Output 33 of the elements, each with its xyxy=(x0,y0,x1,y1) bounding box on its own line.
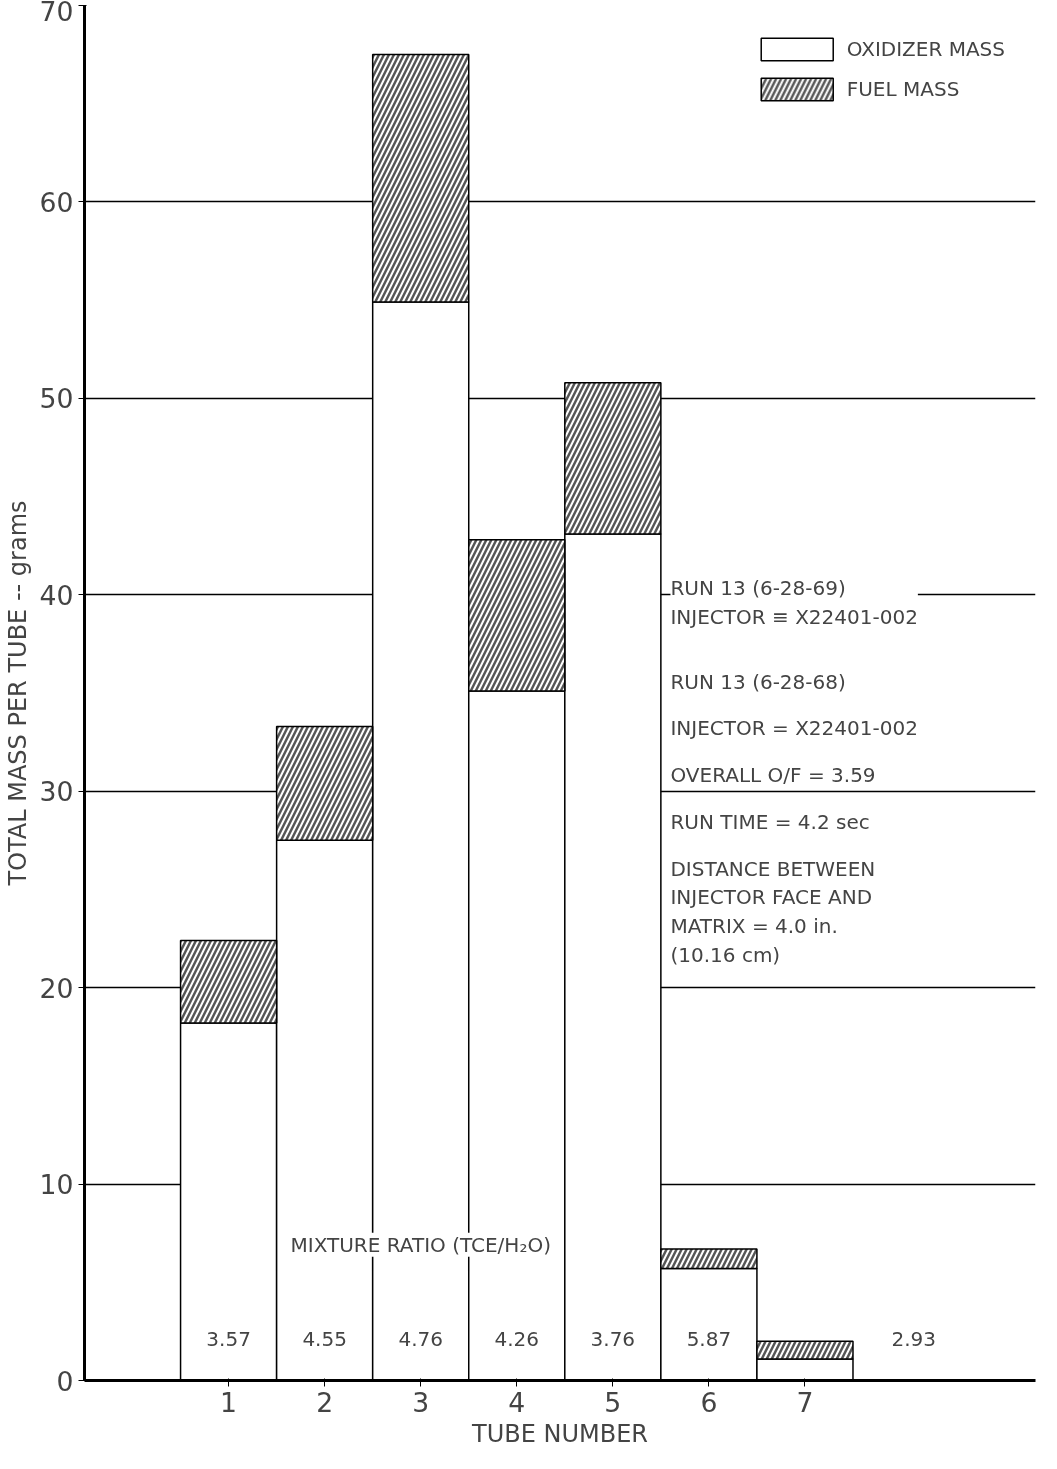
annotation: OVERALL O/F = 3.59 xyxy=(670,763,876,788)
annotation: 3.57 xyxy=(206,1327,251,1352)
annotation: 4.26 xyxy=(494,1327,540,1352)
annotation: DISTANCE BETWEEN INJECTOR FACE AND MATRIX = 4.0 in. (10.16 cm) xyxy=(670,856,876,968)
x-tick-label: 2 xyxy=(316,1386,334,1418)
y-tick-label: 50 xyxy=(39,383,74,415)
x-tick-label: 1 xyxy=(220,1386,238,1418)
annotation: 4.55 xyxy=(302,1327,347,1352)
y-tick-label: 20 xyxy=(39,972,74,1004)
y-tick-label: 0 xyxy=(56,1365,74,1397)
annotation: RUN TIME = 4.2 sec xyxy=(670,809,870,834)
y-tick-label: 30 xyxy=(39,776,74,808)
annotation: RUN 13 (6-28-68) xyxy=(670,669,846,694)
annotation: RUN 13 (6-28-69) INJECTOR ≡ X22401-002 xyxy=(670,576,918,629)
legend-label: FUEL MASS xyxy=(846,77,960,101)
annotation: 4.76 xyxy=(398,1327,443,1352)
annotation: MIXTURE RATIO (TCE/H₂O) xyxy=(290,1232,551,1257)
y-axis-title: TOTAL MASS PER TUBE -- grams xyxy=(3,500,32,887)
x-tick-label: 6 xyxy=(700,1386,718,1418)
y-tick-label: 60 xyxy=(39,186,74,218)
x-tick-label: 5 xyxy=(604,1386,622,1418)
x-tick-label: 7 xyxy=(796,1386,814,1418)
text: 2.93 xyxy=(891,1327,936,1352)
y-tick-label: 70 xyxy=(39,0,74,27)
annotation: INJECTOR = X22401-002 xyxy=(670,716,918,741)
x-axis-title: TUBE NUMBER xyxy=(470,1419,649,1448)
x-tick-label: 3 xyxy=(412,1386,430,1418)
annotation: 3.76 xyxy=(590,1327,636,1352)
legend-label: OXIDIZER MASS xyxy=(846,37,1005,61)
y-tick-label: 10 xyxy=(39,1169,74,1201)
annotation: 5.87 xyxy=(686,1327,732,1352)
y-tick-label: 40 xyxy=(39,579,74,611)
x-tick-label: 4 xyxy=(508,1386,526,1418)
